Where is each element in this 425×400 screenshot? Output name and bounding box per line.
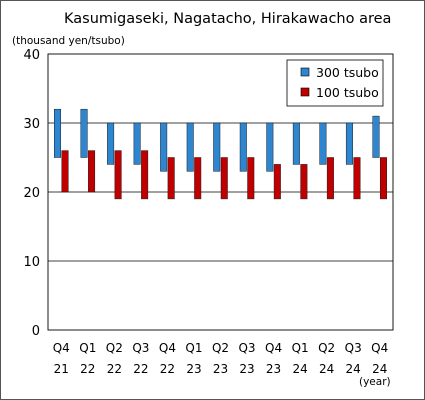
bars [54, 108, 387, 200]
x-tick-quarter: Q4 [371, 341, 388, 355]
chart-title: Kasumigaseki, Nagatacho, Hirakawacho are… [64, 11, 391, 27]
bar-300-tsubo [133, 122, 141, 165]
x-tick-quarter: Q2 [318, 341, 335, 355]
bar-100-tsubo [114, 150, 122, 200]
legend-label-100-tsubo: 100 tsubo [316, 85, 379, 100]
x-tick-year: 23 [213, 362, 228, 376]
x-tick-quarter: Q4 [53, 341, 70, 355]
x-tick-quarter: Q1 [292, 341, 309, 355]
x-tick-year: 23 [239, 362, 254, 376]
bar-100-tsubo [61, 150, 69, 193]
bar-300-tsubo [292, 122, 300, 165]
x-tick-year: 24 [292, 362, 307, 376]
x-tick-year: 23 [266, 362, 281, 376]
bar-100-tsubo [326, 157, 334, 200]
bar-100-tsubo [141, 150, 149, 200]
legend-swatch-300-tsubo [300, 67, 310, 77]
bar-100-tsubo [273, 164, 281, 200]
legend-swatch-100-tsubo [300, 87, 310, 97]
x-tick-year: 22 [80, 362, 95, 376]
bar-300-tsubo [372, 115, 380, 158]
bar-300-tsubo [345, 122, 353, 165]
bar-300-tsubo [319, 122, 327, 165]
x-tick-year: 21 [54, 362, 69, 376]
x-tick-year: 24 [372, 362, 387, 376]
bar-300-tsubo [160, 122, 168, 172]
bar-300-tsubo [239, 122, 247, 172]
x-tick-quarter: Q3 [345, 341, 362, 355]
bar-300-tsubo [54, 108, 62, 158]
x-tick-year: 22 [160, 362, 175, 376]
y-tick-label: 0 [32, 324, 40, 339]
x-tick-quarter: Q1 [79, 341, 96, 355]
y-tick-label: 10 [23, 255, 40, 270]
y-tick-label: 30 [23, 117, 40, 132]
x-tick-quarter: Q4 [265, 341, 282, 355]
x-tick-quarter: Q2 [106, 341, 123, 355]
bar-100-tsubo [194, 157, 202, 200]
bar-300-tsubo [213, 122, 221, 172]
bar-300-tsubo [107, 122, 115, 165]
bar-100-tsubo [353, 157, 361, 200]
y-tick-label: 20 [23, 186, 40, 201]
x-tick-year: 24 [319, 362, 334, 376]
y-axis-unit-label: (thousand yen/tsubo) [12, 35, 125, 47]
bar-300-tsubo [80, 108, 88, 158]
legend-label-300-tsubo: 300 tsubo [316, 65, 379, 80]
bar-100-tsubo [379, 157, 387, 200]
x-tick-quarter: Q2 [212, 341, 229, 355]
x-tick-quarter: Q3 [132, 341, 149, 355]
x-tick-quarter: Q3 [238, 341, 255, 355]
y-tick-labels: 0 10 20 30 40 [23, 48, 40, 339]
x-tick-quarter: Q1 [185, 341, 202, 355]
y-tick-label: 40 [23, 48, 40, 63]
bar-100-tsubo [247, 157, 255, 200]
legend-box [286, 59, 384, 107]
plot-area-border [47, 53, 394, 331]
x-tick-labels: Q4 21 Q1 22 Q2 22 Q3 22 Q4 22 Q1 23 Q2 23 Q3 23 Q4 23 Q1 24… [53, 341, 389, 376]
x-tick-year: 22 [107, 362, 122, 376]
bar-300-tsubo [266, 122, 274, 172]
bar-100-tsubo [300, 164, 308, 200]
bar-300-tsubo [186, 122, 194, 172]
x-tick-quarter: Q4 [159, 341, 176, 355]
gridlines [47, 53, 394, 331]
x-tick-year: 24 [346, 362, 361, 376]
x-tick-year: 23 [186, 362, 201, 376]
bar-100-tsubo [167, 157, 175, 200]
x-tick-year: 22 [133, 362, 148, 376]
x-axis-unit-label: (year) [359, 376, 391, 388]
bar-100-tsubo [88, 150, 96, 193]
bar-100-tsubo [220, 157, 228, 200]
legend: 300 tsubo 100 tsubo [286, 59, 384, 107]
